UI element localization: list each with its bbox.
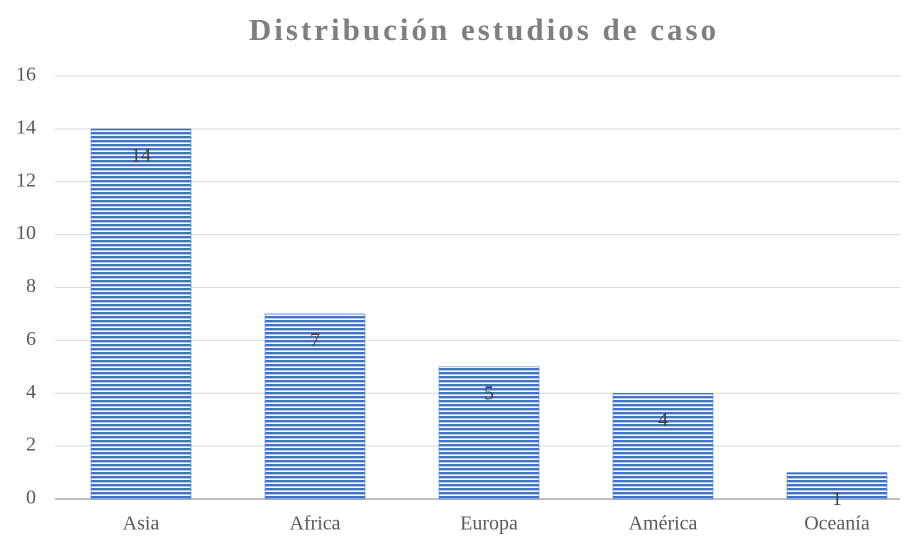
- x-tick-label: Europa: [460, 513, 518, 535]
- bar: [438, 366, 540, 500]
- y-tick-label: 6: [26, 328, 36, 350]
- bar: [90, 128, 192, 500]
- x-tick-label: Oceanía: [804, 513, 870, 535]
- data-label: 4: [658, 409, 668, 431]
- data-label: 7: [310, 330, 320, 352]
- data-label: 5: [484, 382, 494, 404]
- y-tick-label: 4: [26, 381, 36, 403]
- y-tick-label: 16: [16, 64, 36, 86]
- x-tick-label: América: [629, 513, 698, 535]
- bar: [264, 313, 366, 500]
- y-tick-label: 10: [16, 222, 36, 244]
- chart-title: Distribución estudios de caso: [249, 12, 719, 47]
- y-tick-label: 2: [26, 434, 36, 456]
- bar: [612, 393, 714, 500]
- bar: [786, 472, 888, 500]
- data-label: 14: [131, 144, 151, 166]
- y-tick-label: 14: [16, 116, 36, 138]
- x-tick-label: Asia: [123, 513, 160, 535]
- data-label: 1: [832, 488, 842, 510]
- y-tick-label: 12: [16, 169, 36, 191]
- x-tick-label: Africa: [289, 513, 340, 535]
- y-tick-label: 0: [26, 487, 36, 509]
- y-tick-label: 8: [26, 275, 36, 297]
